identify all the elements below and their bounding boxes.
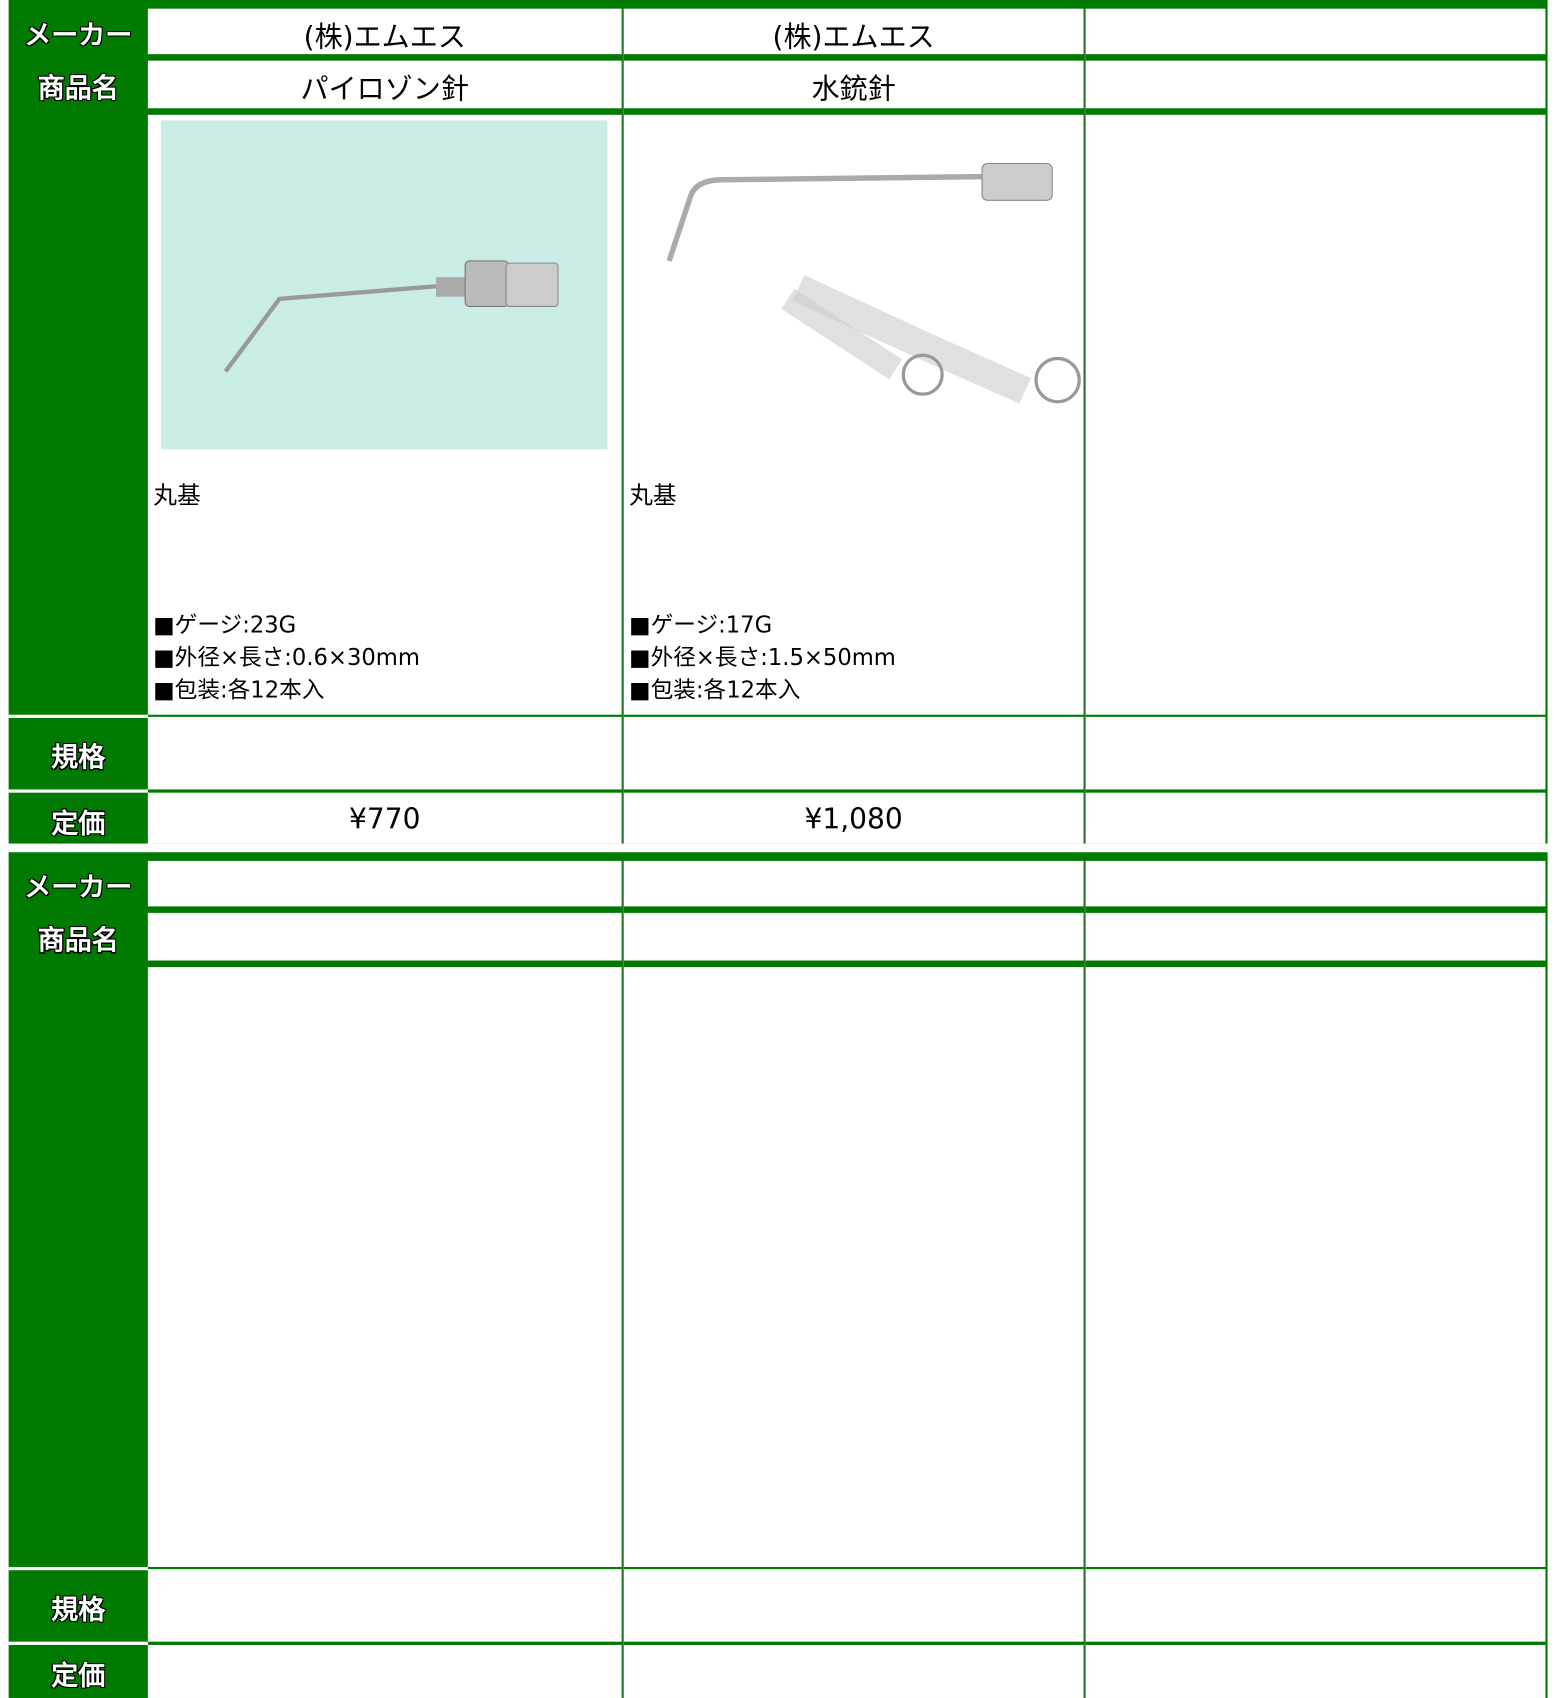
separator [8,1641,148,1645]
table-cell [623,1569,1084,1642]
column-border [622,860,624,1698]
table-cell: パイロゾン針 [147,60,622,109]
table-cell: 丸基 ■ゲージ:17G ■外径×長さ:1.5×50mm ■包装:各12本入 [623,114,1084,715]
table-cell [147,716,622,790]
price: ¥770 [349,803,421,836]
table-cell [1085,1644,1546,1698]
row-label: 商品名 [37,72,119,104]
table-cell [623,860,1084,907]
table-cell: (株)エムエス [623,8,1084,55]
spec-line: ■外径×長さ:0.6×30mm [153,644,420,671]
table-cell: 水銃針 [623,60,1084,109]
row-label: メーカー [24,19,133,51]
table-cell [1085,114,1546,715]
product-block: メーカー 商品名 規格 定価 (株)エムエス パイロゾン針 丸基 ■ゲージ:23G ■外径×長さ… [8,0,1548,844]
product-note: 丸基 [153,482,201,511]
price: ¥1,080 [804,803,903,836]
table-cell: (株)エムエス [147,8,622,55]
product-note: 丸基 [629,482,677,511]
row-label: 定価 [51,807,106,839]
separator [8,1566,148,1571]
table-cell [147,1569,622,1642]
table-cell [623,1644,1084,1698]
table-cell: ¥1,080 [623,792,1084,844]
column-border [622,8,624,844]
maker-name: (株)エムエス [303,21,466,55]
row-label: メーカー [24,871,133,904]
spec-line: ■包装:各12本入 [629,676,801,703]
spec-line: ■外径×長さ:1.5×50mm [629,644,896,671]
table-cell [1085,792,1546,844]
table-cell [147,860,622,907]
maker-name: (株)エムエス [772,21,935,55]
spec-line: ■ゲージ:17G [629,611,773,638]
column-border [1084,860,1086,1698]
table-cell [623,912,1084,961]
table-cell [1085,8,1546,55]
table-cell [147,912,622,961]
table-cell: ¥770 [147,792,622,844]
row-label: 規格 [51,741,106,773]
table-cell [147,1644,622,1698]
table-cell [1085,912,1546,961]
table-cell: 丸基 ■ゲージ:23G ■外径×長さ:0.6×30mm ■包装:各12本入 [147,114,622,715]
separator [8,714,148,718]
row-label: 規格 [51,1593,106,1625]
table-cell [1085,860,1546,907]
product-block: メーカー商品名規格定価 [8,852,1548,1698]
table-cell [623,716,1084,790]
table-cell [1085,716,1546,790]
separator [8,789,148,793]
spec-line: ■ゲージ:23G [153,611,297,638]
table-cell [623,967,1084,1567]
row-label: 商品名 [37,924,119,957]
product-name: パイロゾン針 [300,73,469,107]
row-label: 定価 [51,1659,106,1691]
spec-line: ■包装:各12本入 [153,676,325,703]
table-cell [1085,967,1546,1567]
product-name: 水銃針 [811,73,896,107]
table-cell [1085,1569,1546,1642]
column-border [1084,8,1086,844]
table-cell [1085,60,1546,109]
table-cell [147,967,622,1567]
